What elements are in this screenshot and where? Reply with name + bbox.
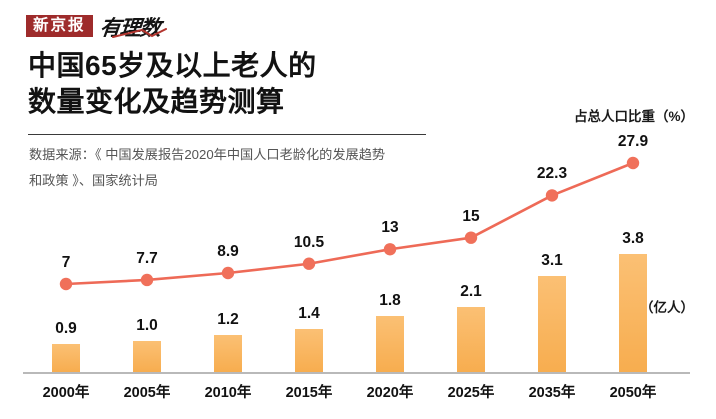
percent-value-label-2025年: 15 bbox=[462, 207, 480, 225]
percent-value-label-2035年: 22.3 bbox=[536, 165, 568, 183]
bar-2025年 bbox=[457, 307, 485, 372]
page-title-line-2: 数量变化及趋势测算 bbox=[28, 86, 285, 118]
marker-2035年 bbox=[545, 189, 559, 202]
percent-axis-unit-label: 占总人口比重（%） bbox=[573, 109, 694, 124]
bar-value-label-2035年: 3.1 bbox=[541, 252, 563, 270]
data-source-note: 数据来源：《 中国发展报告2020年中国人口老龄化的发展趋势 和政策 》、国家统… bbox=[29, 142, 499, 193]
bar-value-label-2050年: 3.8 bbox=[622, 230, 644, 248]
page-title: 中国65岁及以上老人的 数量变化及趋势测算 bbox=[28, 48, 498, 121]
percent-value-label-2020年: 13 bbox=[381, 219, 399, 237]
percent-value-label-2010年: 8.9 bbox=[217, 243, 239, 260]
percent-value-label-2000年: 7 bbox=[61, 254, 71, 271]
x-tick-2005年: 2005年 bbox=[123, 385, 171, 401]
percent-value-label-2050年: 27.9 bbox=[617, 133, 649, 150]
brand-header: 新京报 有理数 bbox=[26, 11, 178, 41]
bar-2005年 bbox=[133, 341, 161, 372]
x-tick-2015年: 2015年 bbox=[285, 385, 333, 401]
bar-value-label-2000年: 0.9 bbox=[55, 320, 77, 338]
percent-value-label-2015年: 10.5 bbox=[293, 233, 325, 251]
bar-2035年 bbox=[538, 276, 566, 372]
marker-2050年 bbox=[626, 156, 640, 170]
column-logo-text: 有理数 bbox=[98, 16, 161, 40]
x-tick-2050年: 2050年 bbox=[609, 385, 657, 401]
bar-2020年 bbox=[376, 316, 404, 372]
bar-value-label-2005年: 1.0 bbox=[136, 317, 158, 335]
bar-2010年 bbox=[214, 334, 242, 372]
marker-2015年 bbox=[302, 257, 316, 270]
bar-value-label-2020年: 1.8 bbox=[379, 292, 401, 310]
bar-value-label-2010年: 1.2 bbox=[217, 310, 239, 328]
x-tick-2025年: 2025年 bbox=[447, 385, 495, 401]
x-tick-2035年: 2035年 bbox=[528, 385, 576, 401]
bar-value-label-2025年: 2.1 bbox=[460, 283, 482, 300]
data-source-line-1: 数据来源：《 中国发展报告2020年中国人口老龄化的发展趋势 bbox=[29, 147, 386, 162]
x-tick-2000年: 2000年 bbox=[42, 385, 90, 401]
title-divider bbox=[28, 134, 426, 135]
x-tick-2020年: 2020年 bbox=[366, 385, 414, 401]
publisher-logo: 新京报 bbox=[26, 14, 93, 38]
bar-2015年 bbox=[295, 328, 323, 372]
marker-2005年 bbox=[140, 273, 154, 287]
page-title-line-1: 中国65岁及以上老人的 bbox=[28, 50, 317, 81]
x-axis-line bbox=[23, 372, 690, 374]
marker-2020年 bbox=[383, 243, 397, 256]
bar-2000年 bbox=[52, 344, 80, 372]
column-logo: 有理数 bbox=[98, 11, 178, 41]
bar-value-label-2015年: 1.4 bbox=[298, 304, 320, 322]
percent-value-label-2005年: 7.7 bbox=[136, 249, 158, 267]
data-source-line-2: 和政策 》、国家统计局 bbox=[29, 172, 158, 188]
people-axis-unit-label: （亿人） bbox=[640, 300, 694, 315]
marker-2025年 bbox=[464, 231, 478, 244]
marker-2000年 bbox=[59, 277, 73, 291]
marker-2010年 bbox=[221, 266, 235, 280]
x-tick-2010年: 2010年 bbox=[204, 385, 252, 401]
